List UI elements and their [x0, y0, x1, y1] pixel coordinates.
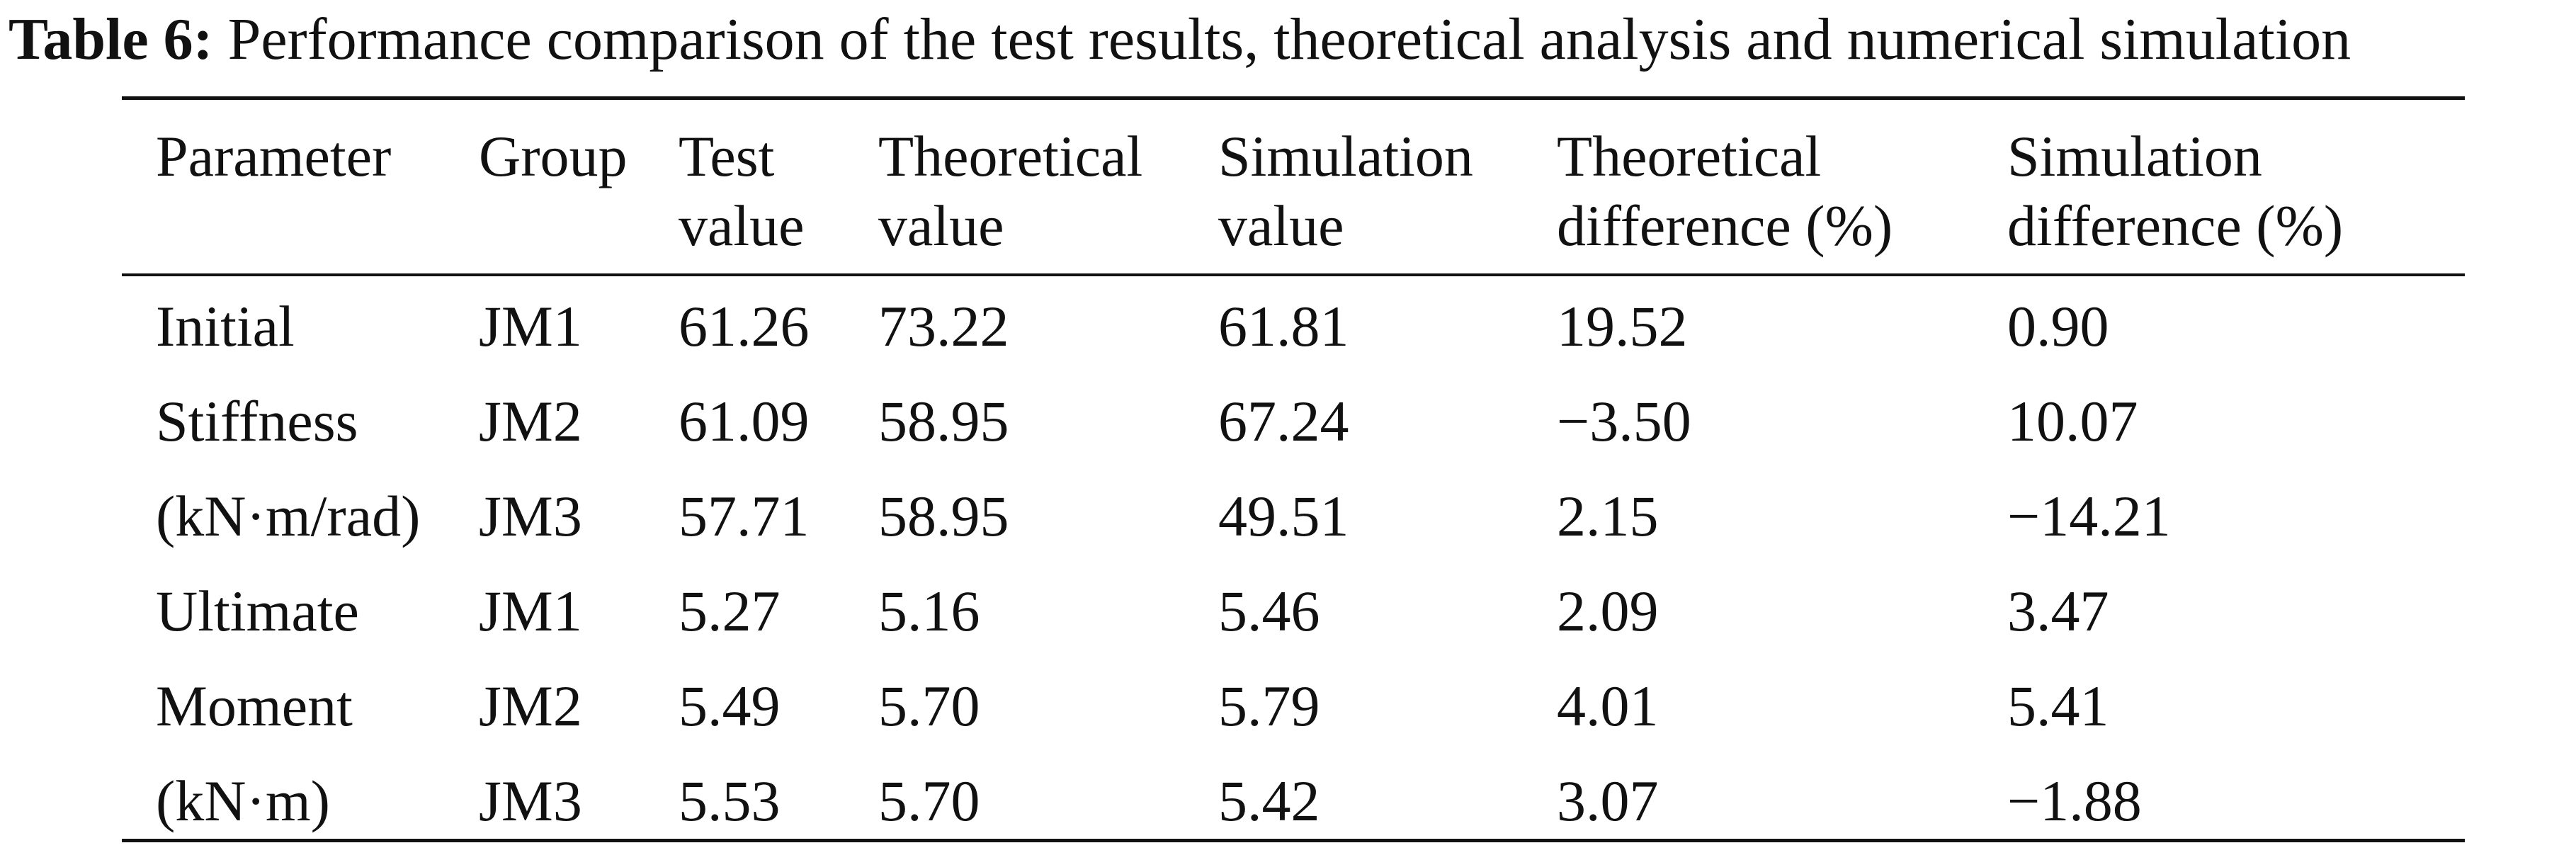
- header-simulation-value: Simulation value: [1218, 124, 1473, 258]
- table-top-rule: [122, 96, 2465, 100]
- header-parameter: Parameter: [156, 124, 392, 188]
- table-row: Ultimate JM1 5.27 5.16 5.46 2.09 3.47: [156, 579, 2109, 643]
- header-group: Group: [479, 124, 628, 188]
- table-row: (kN·m) JM3 5.53 5.70 5.42 3.07 −1.88: [156, 769, 2142, 833]
- table-caption-label: Table 6:: [8, 6, 213, 72]
- table-row: Stiffness JM2 61.09 58.95 67.24 −3.50 10…: [156, 389, 2138, 453]
- table-row: Initial JM1 61.26 73.22 61.81 19.52 0.90: [156, 294, 2109, 358]
- table-caption-text: Performance comparison of the test resul…: [227, 6, 2351, 72]
- header-simulation-difference: Simulation difference (%): [2007, 124, 2344, 258]
- header-test-value: Test value: [679, 124, 805, 258]
- table-caption: Table 6: Performance comparison of the t…: [8, 6, 2351, 74]
- header-theoretical-difference: Theoretical difference (%): [1557, 124, 1893, 258]
- table-bottom-rule: [122, 839, 2465, 842]
- performance-table: Parameter Group Test value Theoretical v…: [122, 96, 2465, 843]
- table-header-rule: [122, 273, 2465, 276]
- table-row: Moment JM2 5.49 5.70 5.79 4.01 5.41: [156, 674, 2109, 738]
- table-row: (kN·m/rad) JM3 57.71 58.95 49.51 2.15 −1…: [156, 484, 2171, 548]
- header-theoretical-value: Theoretical value: [878, 124, 1143, 258]
